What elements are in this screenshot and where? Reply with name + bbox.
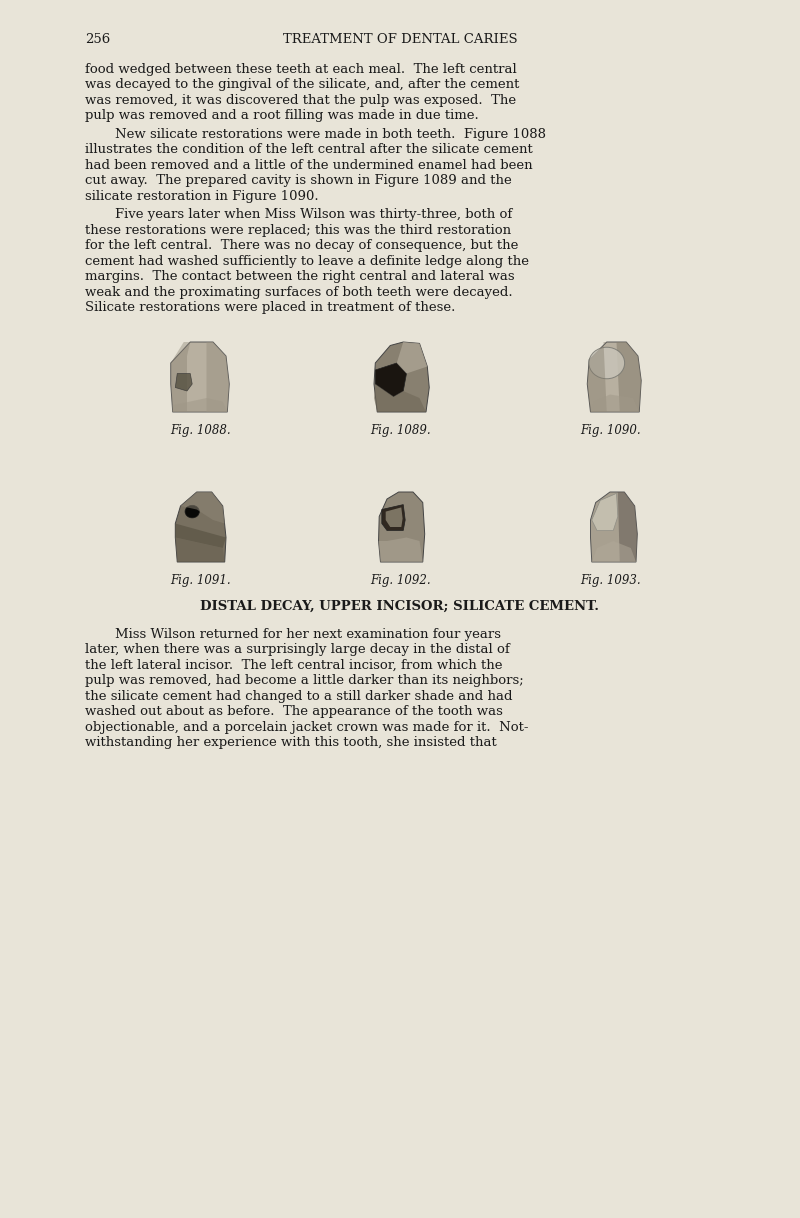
Text: Fig. 1089.: Fig. 1089. [370,424,430,437]
Polygon shape [375,363,406,397]
Text: was decayed to the gingival of the silicate, and, after the cement: was decayed to the gingival of the silic… [85,78,519,91]
Text: New silicate restorations were made in both teeth.  Figure 1088: New silicate restorations were made in b… [115,128,546,141]
Polygon shape [590,395,639,412]
Polygon shape [374,342,430,412]
Polygon shape [170,342,230,412]
Polygon shape [592,493,618,531]
Text: the left lateral incisor.  The left central incisor, from which the: the left lateral incisor. The left centr… [85,659,502,672]
Text: the silicate cement had changed to a still darker shade and had: the silicate cement had changed to a sti… [85,691,513,703]
Polygon shape [181,492,225,524]
Polygon shape [386,508,402,527]
Polygon shape [587,342,642,412]
Polygon shape [378,537,422,561]
Polygon shape [175,524,226,548]
Text: Fig. 1090.: Fig. 1090. [580,424,640,437]
Polygon shape [170,342,190,412]
Polygon shape [397,342,427,374]
Text: cement had washed sufficiently to leave a definite ledge along the: cement had washed sufficiently to leave … [85,255,529,268]
Text: for the left central.  There was no decay of consequence, but the: for the left central. There was no decay… [85,240,518,252]
Text: pulp was removed, had become a little darker than its neighbors;: pulp was removed, had become a little da… [85,675,524,687]
Polygon shape [587,342,606,412]
Text: 256: 256 [85,33,110,46]
Ellipse shape [185,505,199,518]
Text: margins.  The contact between the right central and lateral was: margins. The contact between the right c… [85,270,514,284]
Polygon shape [618,492,638,561]
Text: illustrates the condition of the left central after the silicate cement: illustrates the condition of the left ce… [85,144,533,156]
Text: Five years later when Miss Wilson was thirty-three, both of: Five years later when Miss Wilson was th… [115,208,512,222]
Text: food wedged between these teeth at each meal.  The left central: food wedged between these teeth at each … [85,63,517,76]
Text: Fig. 1088.: Fig. 1088. [170,424,230,437]
Polygon shape [590,492,638,561]
Polygon shape [175,492,226,561]
Text: was removed, it was discovered that the pulp was exposed.  The: was removed, it was discovered that the … [85,94,516,107]
Text: objectionable, and a porcelain jacket crown was made for it.  Not-: objectionable, and a porcelain jacket cr… [85,721,529,734]
Text: Fig. 1091.: Fig. 1091. [170,574,230,587]
Text: cut away.  The prepared cavity is shown in Figure 1089 and the: cut away. The prepared cavity is shown i… [85,174,512,188]
Text: weak and the proximating surfaces of both teeth were decayed.: weak and the proximating surfaces of bot… [85,286,513,298]
Polygon shape [175,374,192,391]
Text: later, when there was a surprisingly large decay in the distal of: later, when there was a surprisingly lar… [85,643,510,657]
Text: washed out about as before.  The appearance of the tooth was: washed out about as before. The appearan… [85,705,503,719]
Polygon shape [592,541,636,561]
Text: TREATMENT OF DENTAL CARIES: TREATMENT OF DENTAL CARIES [282,33,518,46]
Text: Miss Wilson returned for her next examination four years: Miss Wilson returned for her next examin… [115,628,501,641]
Polygon shape [617,342,642,412]
Polygon shape [206,342,230,412]
Polygon shape [378,492,425,561]
Text: silicate restoration in Figure 1090.: silicate restoration in Figure 1090. [85,190,318,203]
Text: Fig. 1093.: Fig. 1093. [580,574,640,587]
Polygon shape [374,384,426,412]
Text: pulp was removed and a root filling was made in due time.: pulp was removed and a root filling was … [85,110,478,123]
Polygon shape [382,504,405,531]
Text: DISTAL DECAY, UPPER INCISOR; SILICATE CEMENT.: DISTAL DECAY, UPPER INCISOR; SILICATE CE… [201,600,599,613]
Text: Fig. 1092.: Fig. 1092. [370,574,430,587]
Text: these restorations were replaced; this was the third restoration: these restorations were replaced; this w… [85,224,511,238]
Ellipse shape [589,347,625,379]
Text: had been removed and a little of the undermined enamel had been: had been removed and a little of the und… [85,160,533,172]
Polygon shape [173,398,227,412]
Polygon shape [175,537,225,561]
Text: withstanding her experience with this tooth, she insisted that: withstanding her experience with this to… [85,737,497,749]
Text: Silicate restorations were placed in treatment of these.: Silicate restorations were placed in tre… [85,302,455,314]
